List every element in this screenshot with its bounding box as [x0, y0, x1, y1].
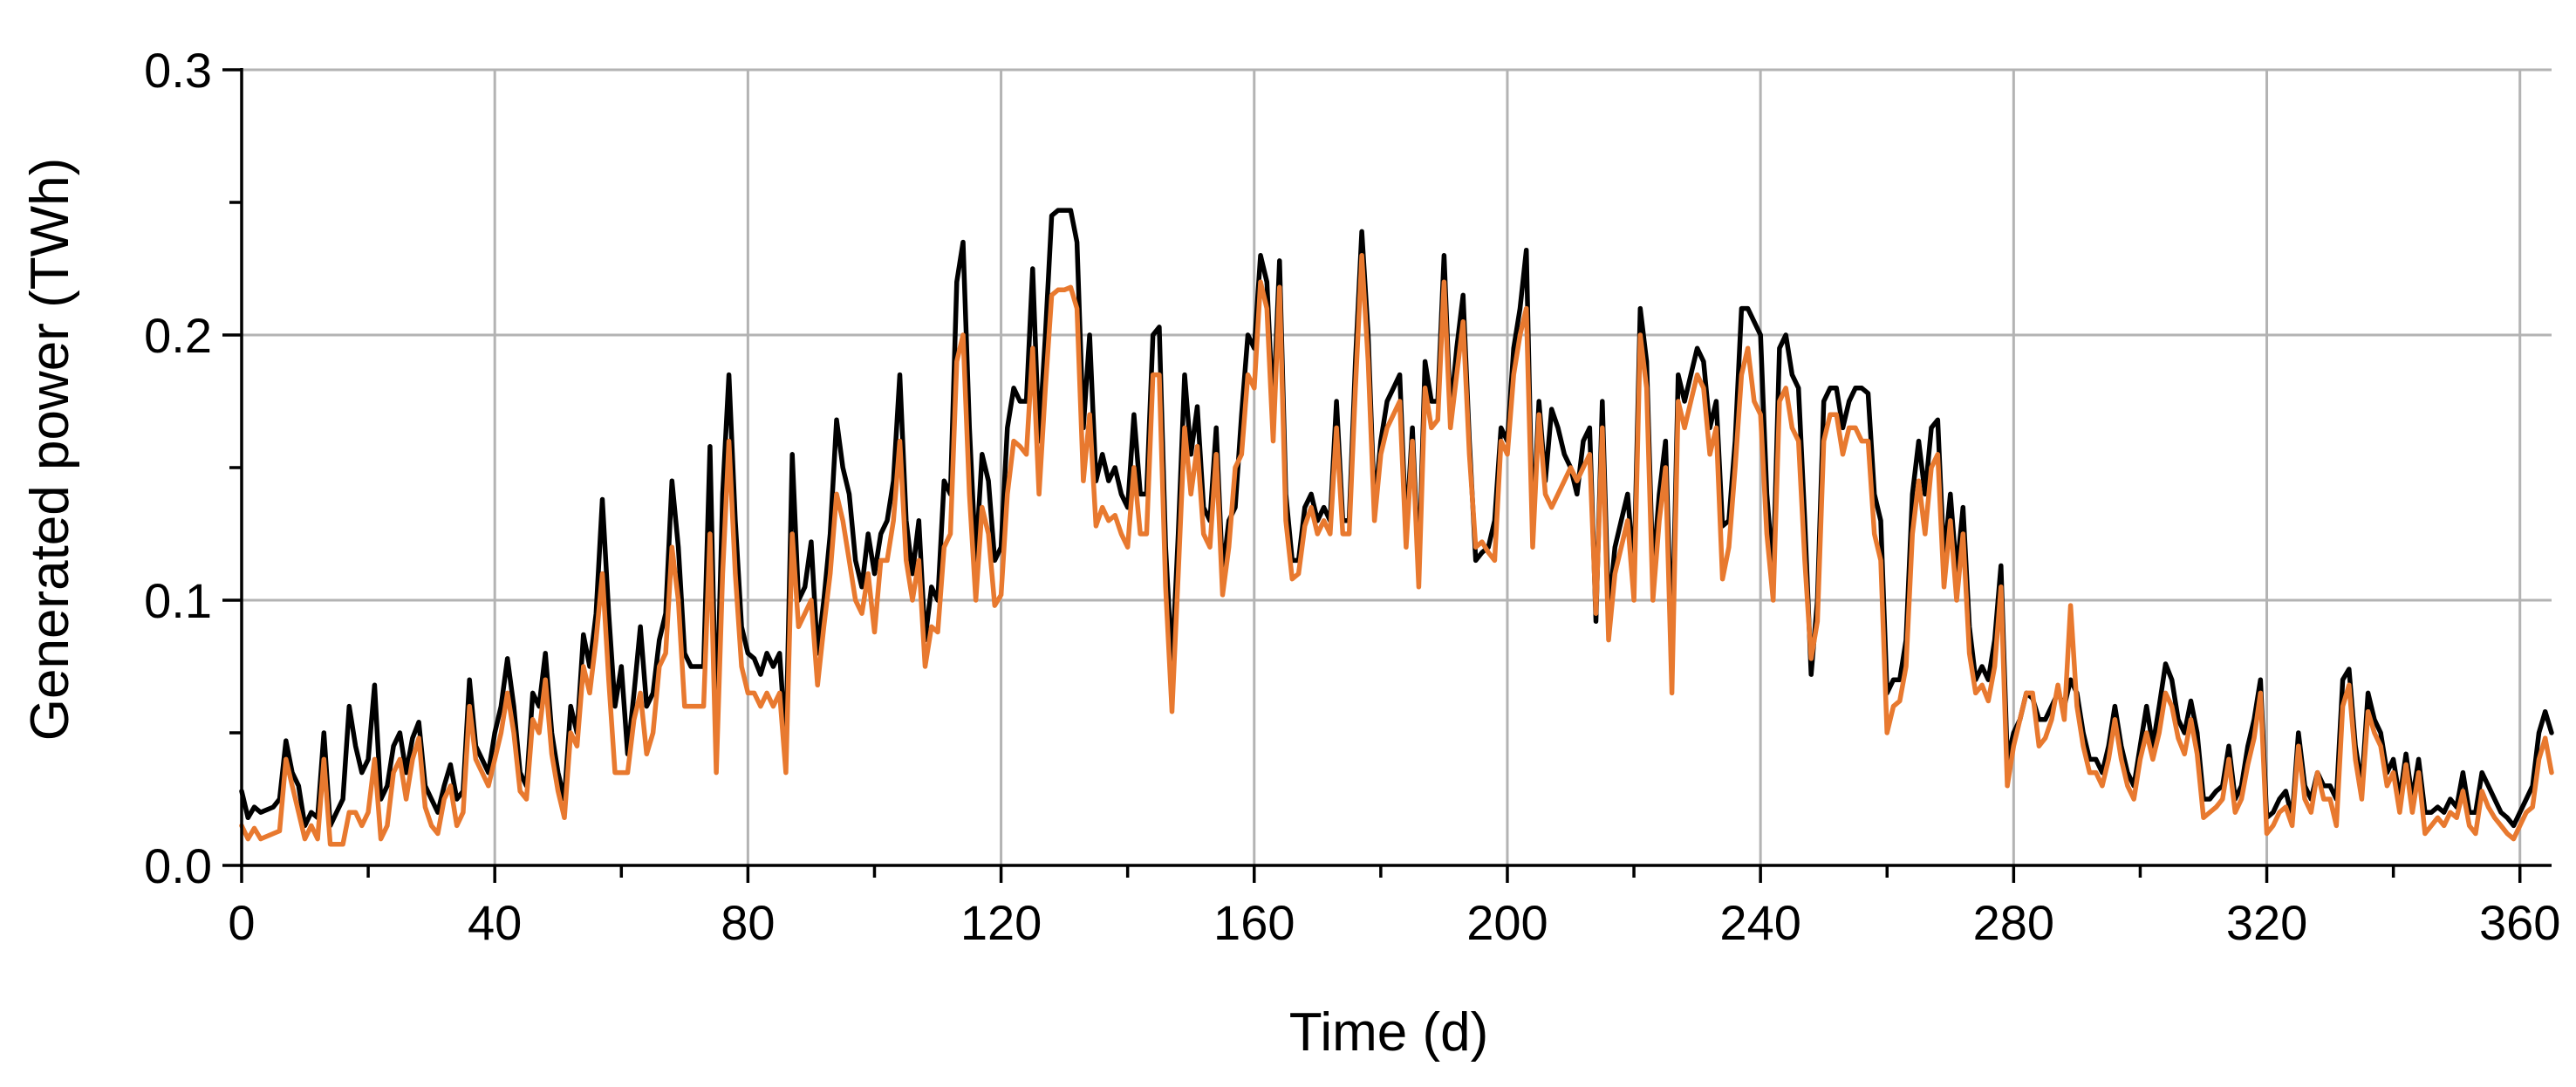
series-line-0: [239, 208, 2554, 829]
series-line-1: [239, 253, 2554, 847]
x-tick-label-360: 360: [2479, 895, 2560, 950]
y-tick-label-0: 0.0: [144, 838, 212, 893]
y-tick-label-3: 0.3: [144, 43, 212, 98]
y-tick-label-1: 0.1: [144, 573, 212, 628]
x-tick-label-200: 200: [1466, 895, 1548, 950]
x-tick-label-80: 80: [721, 895, 775, 950]
y-axis-title: Generated power (TWh): [20, 158, 80, 741]
x-tick-label-160: 160: [1213, 895, 1295, 950]
tick-labels: 0 40 80 120 160 200 240 280 320 360 0.0 0.1 0.2 0.3: [144, 43, 2560, 950]
y-tick-label-2: 0.2: [144, 308, 212, 363]
x-axis-title: Time (d): [1289, 1002, 1488, 1063]
x-tick-label-40: 40: [468, 895, 522, 950]
chart-axes: [222, 68, 2552, 883]
grid-lines: [242, 68, 2552, 865]
chart-series: [239, 208, 2554, 847]
x-tick-label-280: 280: [1973, 895, 2054, 950]
x-tick-label-120: 120: [960, 895, 1042, 950]
x-tick-label-240: 240: [1719, 895, 1800, 950]
x-tick-label-0: 0: [228, 895, 255, 950]
x-tick-label-320: 320: [2226, 895, 2307, 950]
